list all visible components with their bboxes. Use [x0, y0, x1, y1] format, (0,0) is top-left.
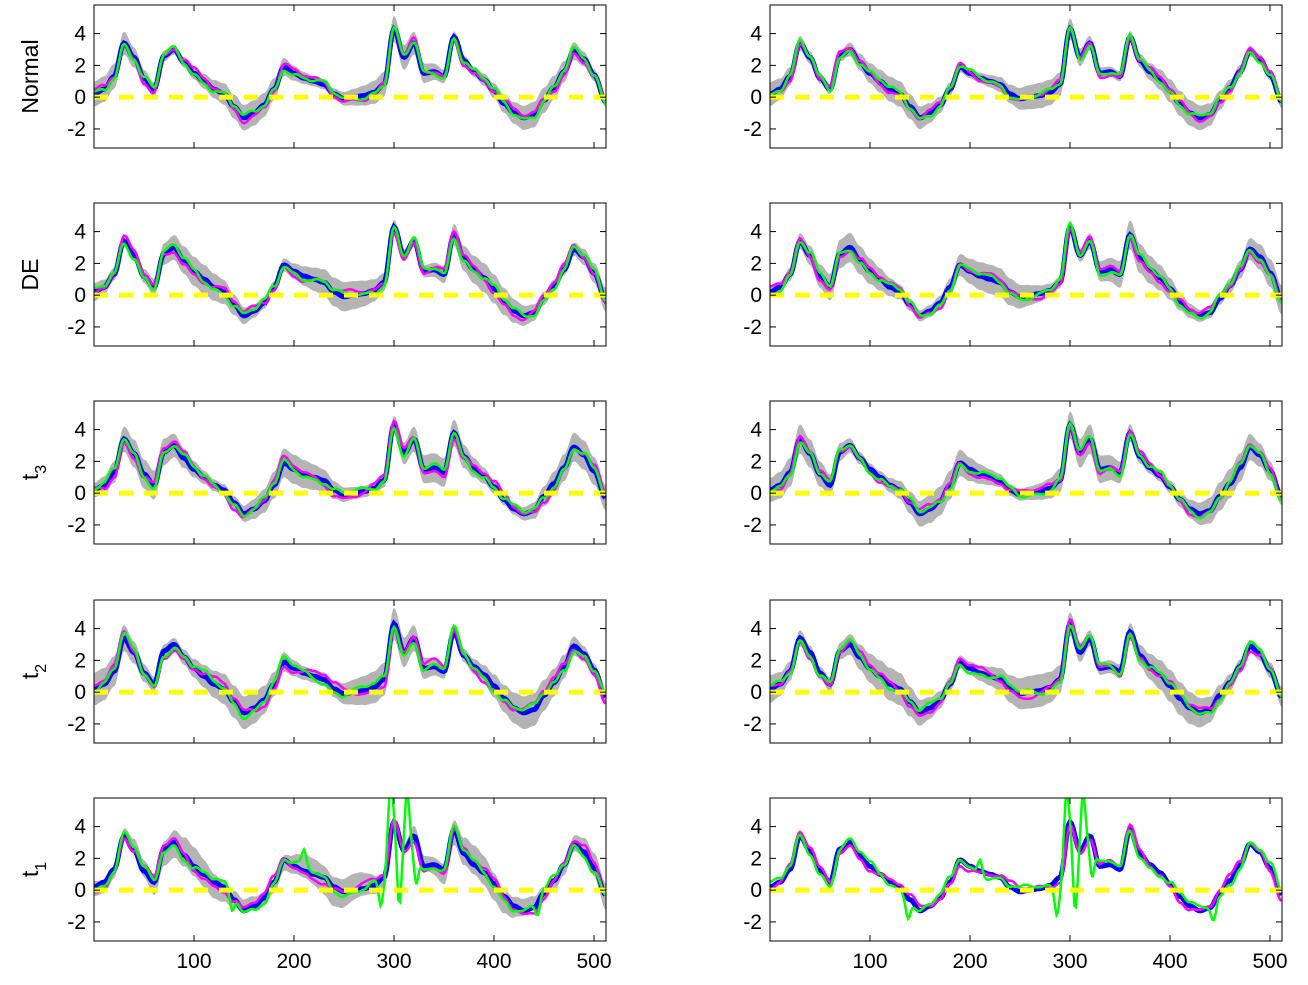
y-tick-label: 2: [74, 252, 86, 275]
y-tick-label: -2: [67, 514, 86, 537]
y-tick-label: 4: [750, 23, 762, 46]
panel-r2-c1: -2 0 2 4 DE: [17, 202, 607, 347]
y-tick-label: 2: [74, 649, 86, 672]
x-tick-label: 100: [852, 950, 887, 973]
y-tick-label: 2: [750, 649, 762, 672]
panel-r3-c2: -2 0 2 4: [743, 400, 1283, 545]
axes-box: [769, 4, 1283, 149]
series-estimate-b-line: [770, 220, 1282, 320]
x-tick-label: 500: [1252, 950, 1287, 973]
y-tick-label: 0: [750, 879, 762, 902]
row-label: t2: [17, 664, 50, 679]
axes-box: [93, 797, 607, 942]
panel-r3-c1: -2 0 2 4 t3: [17, 400, 607, 545]
panel-r2-c2: -2 0 2 4: [743, 202, 1283, 347]
panel-r4-c2: -2 0 2 4: [743, 599, 1283, 744]
y-tick-label: 4: [750, 618, 762, 641]
panel-r5-c1: -2 0 2 4 100 200 300 400 500 t1: [17, 797, 612, 973]
y-tick-label: 2: [74, 847, 86, 870]
y-tick-label: 4: [74, 23, 86, 46]
confidence-band: [94, 819, 606, 919]
y-tick-label: 4: [750, 816, 762, 839]
panel-r4-c1: -2 0 2 4 t2: [17, 599, 607, 744]
y-tick-label: 4: [74, 618, 86, 641]
series-estimate-b-line: [770, 798, 1282, 922]
panel-r1-c1: -2 0 2 4 Normal: [17, 4, 607, 149]
series-truth-line: [770, 817, 1282, 914]
series-estimate-a-line: [94, 229, 606, 322]
confidence-band: [94, 16, 606, 131]
y-tick-label: 4: [74, 221, 86, 244]
row-label: t1: [17, 862, 50, 877]
axes-box: [769, 202, 1283, 347]
axes-box: [769, 400, 1283, 545]
series-estimate-a-line: [770, 823, 1282, 912]
y-tick-label: 4: [74, 816, 86, 839]
series-estimate-b-line: [770, 421, 1282, 520]
y-tick-label: -2: [67, 118, 86, 141]
y-tick-label: 2: [750, 847, 762, 870]
y-tick-label: 0: [74, 86, 86, 109]
panel-r5-c2: -2 0 2 4 100 200 300 400 500: [743, 797, 1288, 973]
y-tick-label: 0: [74, 482, 86, 505]
y-tick-label: 2: [750, 252, 762, 275]
series-estimate-a-line: [94, 418, 606, 519]
y-tick-label: 0: [750, 681, 762, 704]
x-tick-label: 200: [276, 950, 311, 973]
confidence-band: [770, 612, 1282, 728]
panel-r1-c2: -2 0 2 4: [743, 4, 1283, 149]
y-tick-label: 0: [750, 86, 762, 109]
axes-box: [769, 797, 1283, 942]
x-tick-label: 200: [952, 950, 987, 973]
x-tick-label: 300: [376, 950, 411, 973]
y-tick-label: 0: [74, 681, 86, 704]
x-tick-label: 300: [1052, 950, 1087, 973]
x-tick-label: 100: [176, 950, 211, 973]
confidence-band: [770, 411, 1282, 527]
axes-box: [93, 599, 607, 744]
y-tick-label: 0: [74, 879, 86, 902]
y-tick-label: 0: [750, 482, 762, 505]
x-tick-label: 400: [476, 950, 511, 973]
y-tick-label: -2: [67, 316, 86, 339]
row-label: t3: [17, 465, 50, 480]
y-tick-label: -2: [67, 713, 86, 736]
axes-box: [93, 400, 607, 545]
y-tick-label: 4: [750, 419, 762, 442]
axes-box: [93, 4, 607, 149]
confidence-band: [94, 415, 606, 522]
y-tick-label: -2: [743, 316, 762, 339]
y-tick-label: -2: [743, 118, 762, 141]
y-tick-label: -2: [743, 514, 762, 537]
y-tick-label: 0: [74, 284, 86, 307]
y-tick-label: 2: [750, 54, 762, 77]
axes-box: [93, 202, 607, 347]
x-tick-label: 500: [576, 950, 611, 973]
y-tick-label: 2: [74, 450, 86, 473]
confidence-band: [94, 607, 606, 730]
y-tick-label: -2: [743, 911, 762, 934]
confidence-band: [94, 219, 606, 326]
confidence-band: [770, 220, 1282, 322]
axes-box: [769, 599, 1283, 744]
y-tick-label: -2: [743, 713, 762, 736]
y-tick-label: -2: [67, 911, 86, 934]
x-tick-label: 400: [1152, 950, 1187, 973]
y-tick-label: 2: [74, 54, 86, 77]
y-tick-label: 0: [750, 284, 762, 307]
y-tick-label: 4: [750, 221, 762, 244]
row-label: DE: [17, 259, 43, 291]
y-tick-label: 2: [750, 450, 762, 473]
confidence-band: [770, 18, 1282, 131]
y-tick-label: 4: [74, 419, 86, 442]
series-estimate-b-line: [94, 798, 606, 917]
row-label: Normal: [17, 39, 43, 113]
